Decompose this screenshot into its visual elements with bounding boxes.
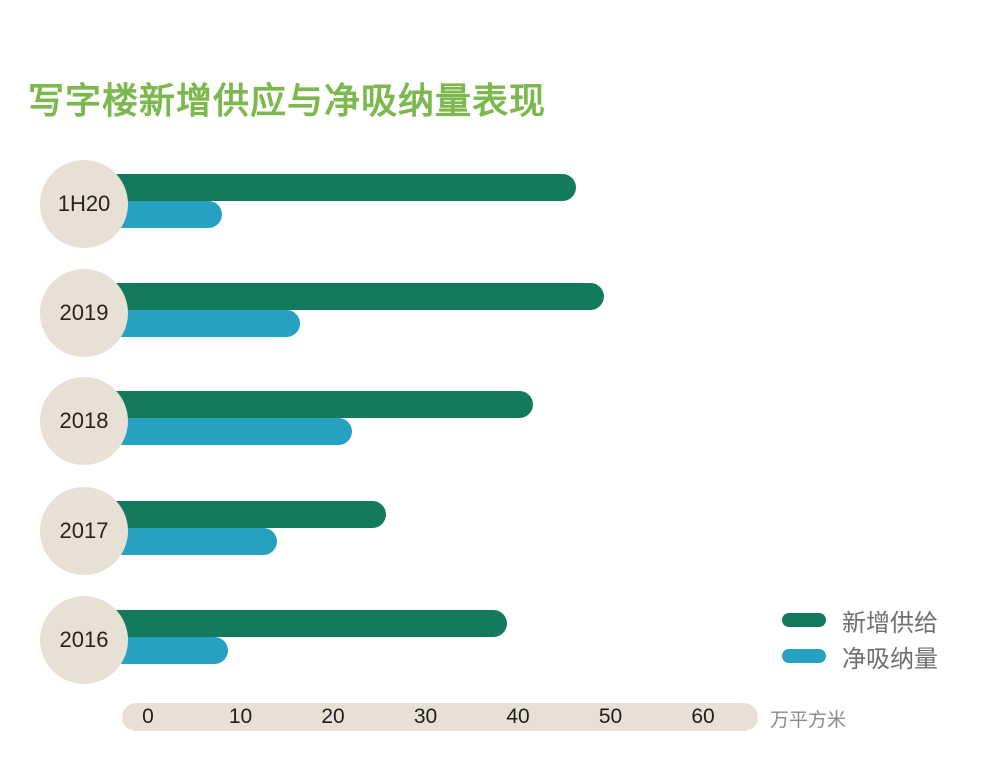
bar-absorb [110,528,277,555]
x-axis-unit: 万平方米 [770,709,847,731]
x-tick-label: 50 [598,705,623,728]
legend-item-supply: 新增供给 [782,602,938,638]
legend-item-absorb: 净吸纳量 [782,638,938,674]
bar-group-1H20: 1H20 [0,160,985,250]
legend-label-absorb: 净吸纳量 [842,644,938,673]
category-label: 2016 [40,596,128,684]
bar-group-2017: 2017 [0,487,985,577]
bar-supply [110,174,577,201]
bar-supply [110,610,507,637]
x-axis: 0 10 20 30 40 50 60 [122,703,758,731]
category-label: 2018 [40,377,128,465]
legend-swatch-absorb [782,649,826,663]
x-tick-label: 40 [506,705,530,728]
bar-absorb [110,310,300,337]
category-label: 2017 [40,487,128,575]
category-label: 2019 [40,269,128,357]
bar-supply [110,283,605,310]
bar-supply [110,391,533,418]
bar-group-2019: 2019 [0,269,985,359]
bar-group-2016: 2016 [0,596,985,686]
legend-swatch-supply [782,613,826,627]
x-tick-label: 20 [321,705,345,728]
legend-label-supply: 新增供给 [842,608,938,637]
bar-absorb [110,637,228,664]
bar-absorb [110,201,222,228]
x-tick-label: 30 [413,705,438,728]
legend: 新增供给 净吸纳量 [782,602,938,674]
bar-supply [110,501,386,528]
category-label: 1H20 [40,160,128,248]
bar-group-2018: 2018 [0,377,985,467]
x-tick-label: 60 [691,705,715,728]
x-tick-label: 0 [142,705,154,728]
x-tick-label: 10 [228,705,253,728]
chart-title: 写字楼新增供应与净吸纳量表现 [28,81,547,122]
bar-absorb [110,418,352,445]
